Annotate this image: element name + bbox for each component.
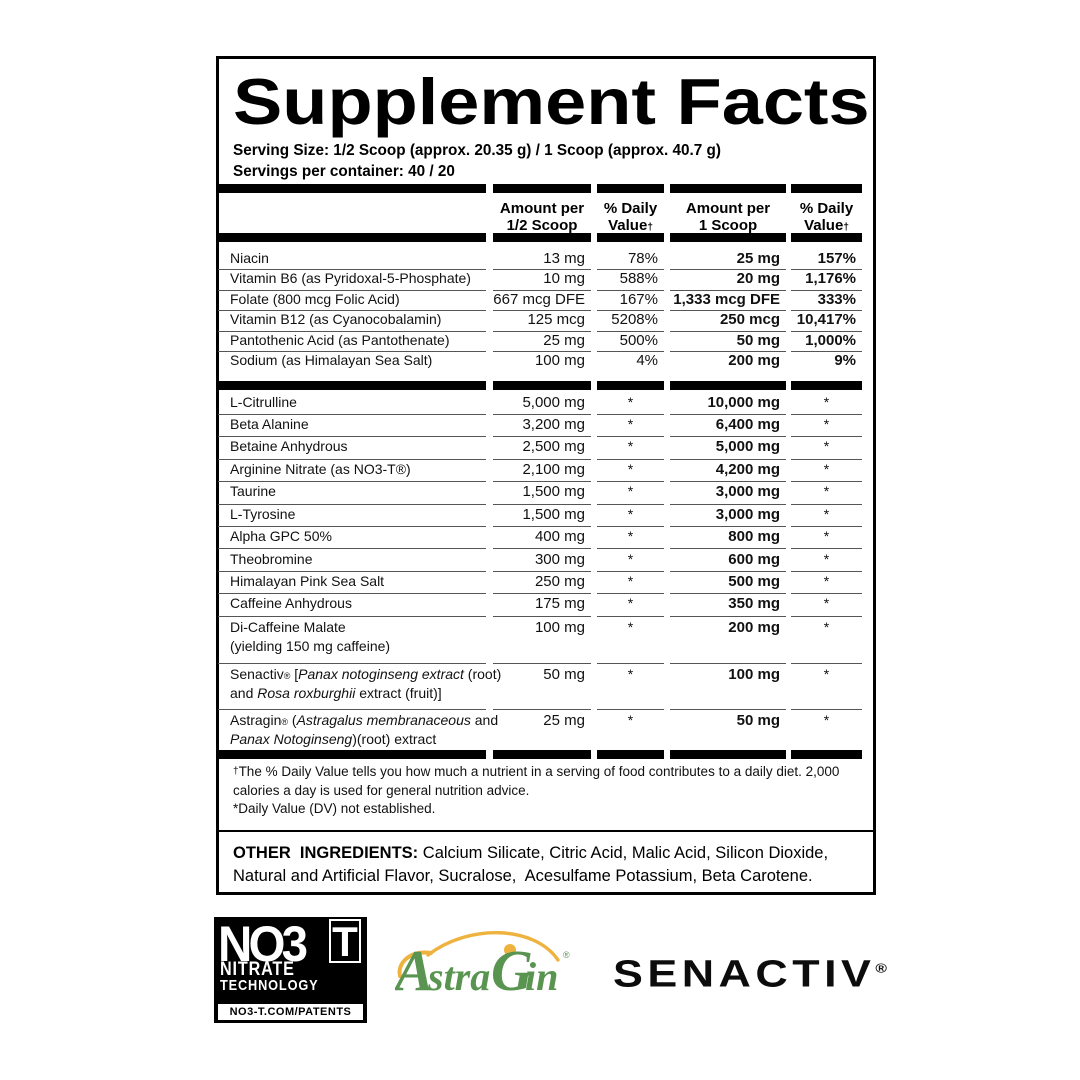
svg-text:®: ® — [563, 950, 570, 960]
svg-text:in: in — [525, 954, 558, 999]
svg-text:stra: stra — [427, 954, 490, 999]
